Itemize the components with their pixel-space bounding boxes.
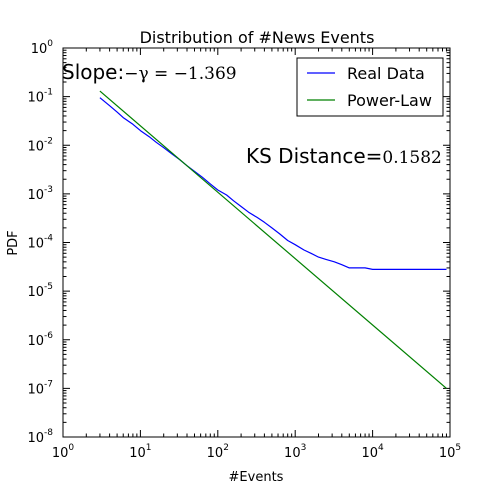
legend: Real Data Power-Law <box>296 57 444 117</box>
y-tick-label-base: 10 <box>27 431 44 446</box>
y-tick-label-base: 10 <box>27 188 44 203</box>
x-tick-label: 103 <box>284 443 306 461</box>
ks-distance-value: 0.1582 <box>382 148 441 168</box>
y-tick-label: 10-1 <box>27 88 53 106</box>
y-tick-label: 10-7 <box>27 379 53 397</box>
y-tick-label: 10-4 <box>27 234 53 252</box>
y-tick-label-base: 10 <box>27 334 44 349</box>
x-tick-label-exp: 0 <box>68 443 74 453</box>
y-tick-label-exp: -2 <box>44 136 53 146</box>
x-axis-label: #Events <box>229 470 284 485</box>
legend-label-real-data: Real Data <box>347 64 425 83</box>
y-tick-label: 10-6 <box>27 331 53 349</box>
y-tick-label-exp: 0 <box>47 39 53 49</box>
y-tick-label-exp: -4 <box>44 234 53 244</box>
x-tick-label-base: 10 <box>129 446 146 461</box>
y-tick-label-base: 10 <box>27 237 44 252</box>
legend-box <box>296 57 444 117</box>
x-tick-label-base: 10 <box>52 446 69 461</box>
x-tick-label: 105 <box>439 443 461 461</box>
x-tick-label: 100 <box>52 443 75 461</box>
series-line-power-law <box>99 90 447 389</box>
y-tick-label-base: 10 <box>27 91 44 106</box>
x-tick-label: 104 <box>361 443 384 461</box>
x-tick-label-exp: 4 <box>378 443 384 453</box>
chart-title: Distribution of #News Events <box>140 28 375 47</box>
x-tick-label-base: 10 <box>361 446 378 461</box>
y-axis-label: PDF <box>6 230 21 255</box>
slope-annotation: Slope:−γ = −1.369 <box>62 60 237 84</box>
y-tick-label: 10-3 <box>27 185 53 203</box>
y-tick-label: 10-2 <box>27 136 53 154</box>
y-tick-label: 100 <box>31 39 54 57</box>
y-tick-label-exp: -6 <box>44 331 53 341</box>
x-tick-label-base: 10 <box>284 446 301 461</box>
slope-annotation-prefix: Slope: <box>62 60 124 84</box>
series-layer <box>99 90 447 389</box>
slope-annotation-value: −γ = −1.369 <box>124 64 236 84</box>
y-tick-label: 10-5 <box>27 282 53 300</box>
x-tick-label: 101 <box>129 443 151 461</box>
x-tick-label-exp: 1 <box>146 443 152 453</box>
y-tick-label-exp: -1 <box>44 88 53 98</box>
series-line-real-data <box>99 97 447 270</box>
x-tick-label-exp: 2 <box>223 443 229 453</box>
y-tick-label-base: 10 <box>27 285 44 300</box>
ks-distance-annotation: KS Distance=0.1582 <box>246 144 442 168</box>
x-tick-label-base: 10 <box>439 446 456 461</box>
x-tick-label-base: 10 <box>207 446 224 461</box>
y-tick-label-base: 10 <box>27 139 44 154</box>
y-tick-label-base: 10 <box>27 382 44 397</box>
y-tick-label-exp: -5 <box>44 282 53 292</box>
y-tick-label-base: 10 <box>31 42 48 57</box>
ks-distance-prefix: KS Distance= <box>246 144 382 168</box>
x-tick-label: 102 <box>207 443 229 461</box>
y-tick-label-exp: -7 <box>44 379 53 389</box>
axis-ticks: 100 101 102 103 104 10510010-110-210-310-410-… <box>27 39 461 461</box>
y-tick-label: 10-8 <box>27 428 53 446</box>
legend-label-power-law: Power-Law <box>347 91 432 110</box>
x-tick-label-exp: 5 <box>455 443 461 453</box>
x-tick-label-exp: 3 <box>301 443 307 453</box>
y-tick-label-exp: -3 <box>44 185 53 195</box>
y-tick-label-exp: -8 <box>44 428 53 438</box>
